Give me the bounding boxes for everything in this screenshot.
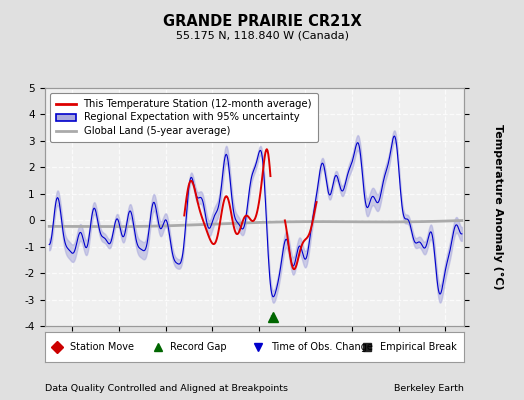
- Text: GRANDE PRAIRIE CR21X: GRANDE PRAIRIE CR21X: [162, 14, 362, 29]
- Text: Station Move: Station Move: [70, 342, 134, 352]
- Text: Time of Obs. Change: Time of Obs. Change: [271, 342, 373, 352]
- Text: Data Quality Controlled and Aligned at Breakpoints: Data Quality Controlled and Aligned at B…: [45, 384, 288, 393]
- Text: Empirical Break: Empirical Break: [380, 342, 456, 352]
- Text: Berkeley Earth: Berkeley Earth: [394, 384, 464, 393]
- Legend: This Temperature Station (12-month average), Regional Expectation with 95% uncer: This Temperature Station (12-month avera…: [50, 93, 318, 142]
- Text: Record Gap: Record Gap: [170, 342, 227, 352]
- Text: 55.175 N, 118.840 W (Canada): 55.175 N, 118.840 W (Canada): [176, 30, 348, 40]
- Y-axis label: Temperature Anomaly (°C): Temperature Anomaly (°C): [493, 124, 503, 290]
